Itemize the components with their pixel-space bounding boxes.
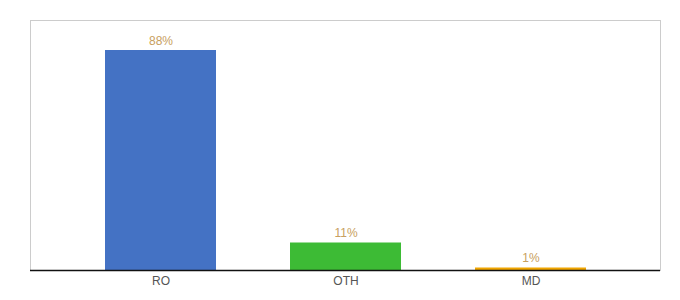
- svg-text:1%: 1%: [522, 251, 540, 265]
- svg-text:88%: 88%: [149, 34, 173, 48]
- svg-text:11%: 11%: [334, 226, 357, 240]
- svg-text:MD: MD: [522, 274, 541, 288]
- svg-text:OTH: OTH: [333, 274, 358, 288]
- svg-text:RO: RO: [152, 274, 170, 288]
